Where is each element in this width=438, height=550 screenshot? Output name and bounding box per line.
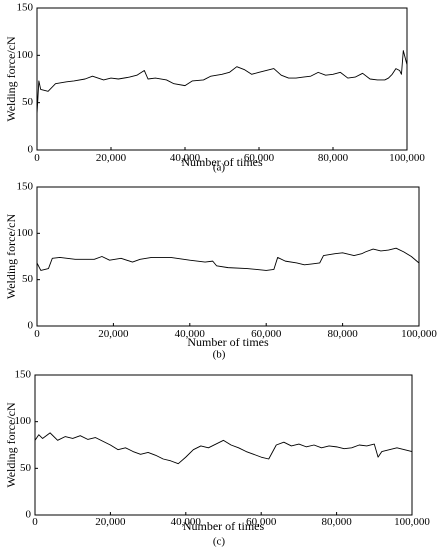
x-tick-label: 20,000 [98, 328, 129, 340]
y-tick-label: 0 [26, 509, 32, 521]
x-tick-label: 60,000 [246, 516, 277, 528]
x-tick-label: 80,000 [321, 516, 352, 528]
series-line [36, 247, 420, 271]
x-tick-label: 40,000 [170, 152, 201, 164]
x-axis-title: Number of times [181, 155, 263, 169]
x-axis-title: Number of times [183, 519, 265, 533]
y-axis-title: Welding force/cN [4, 36, 18, 122]
panel-label: (a) [213, 162, 226, 174]
y-tick-label: 100 [17, 49, 34, 61]
x-tick-label: 80,000 [327, 328, 358, 340]
x-tick-label: 0 [32, 516, 38, 528]
x-tick-label: 80,000 [318, 152, 349, 164]
y-tick-label: 50 [22, 273, 34, 285]
y-tick-label: 0 [28, 144, 34, 156]
x-tick-label: 60,000 [251, 328, 282, 340]
x-axis-title: Number of times [187, 335, 269, 349]
y-tick-label: 150 [15, 369, 32, 381]
plot-frame [36, 7, 408, 151]
y-tick-label: 100 [17, 227, 34, 239]
y-tick-label: 50 [20, 462, 32, 474]
panel-label: (b) [213, 349, 226, 361]
y-tick-label: 150 [17, 181, 34, 193]
panel-label: (c) [213, 536, 226, 548]
y-tick-label: 150 [17, 2, 34, 14]
x-tick-label: 60,000 [244, 152, 275, 164]
x-tick-label: 100,000 [389, 152, 425, 164]
plot-frame [36, 186, 420, 327]
y-tick-label: 100 [15, 415, 32, 427]
chart-panel-3: 0 20,000 40,000 60,000 80,000 100,000 0 50 100 15… [4, 369, 431, 548]
chart-panel-2: 0 20,000 40,000 60,000 80,000 100,000 0 50 100 15… [4, 181, 438, 361]
series-line [36, 50, 408, 115]
x-tick-label: 100,000 [394, 516, 430, 528]
x-tick-label: 0 [34, 328, 40, 340]
x-tick-label: 20,000 [96, 152, 127, 164]
x-tick-label: 40,000 [171, 516, 202, 528]
chart-panel-1: 0 20,000 40,000 60,000 80,000 100,000 0 50 100 15… [4, 2, 426, 174]
x-tick-label: 40,000 [175, 328, 206, 340]
x-tick-label: 100,000 [401, 328, 437, 340]
y-tick-label: 0 [28, 320, 34, 332]
plot-frame [34, 374, 413, 516]
y-axis-title: Welding force/cN [4, 402, 18, 488]
y-tick-label: 50 [22, 96, 34, 108]
x-tick-label: 20,000 [95, 516, 126, 528]
y-axis-title: Welding force/cN [4, 214, 18, 300]
series-line [34, 432, 413, 465]
x-tick-label: 0 [34, 152, 40, 164]
